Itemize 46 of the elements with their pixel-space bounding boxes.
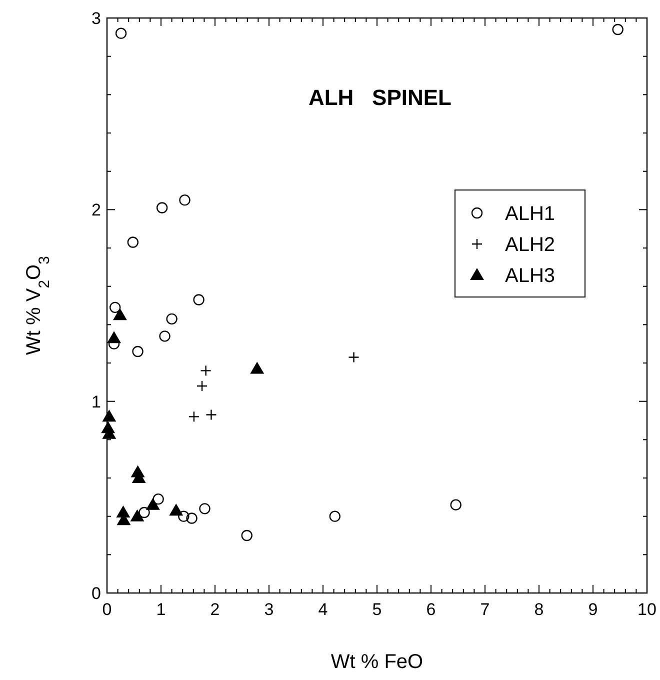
- point: [196, 380, 208, 392]
- point: [166, 313, 178, 325]
- legend-label: ALH1: [505, 203, 556, 225]
- x-tick-label: 3: [264, 600, 274, 619]
- x-tick-label: 9: [588, 600, 598, 619]
- point: [112, 308, 127, 320]
- x-tick-label: 2: [210, 600, 220, 619]
- x-axis-title: Wt % FeO: [330, 651, 424, 673]
- x-tick-label: 8: [534, 600, 544, 619]
- point: [102, 410, 116, 422]
- point: [329, 510, 340, 522]
- x-tick-label: 5: [372, 600, 382, 619]
- point: [146, 498, 160, 510]
- y-tick-label: 0: [92, 584, 101, 603]
- point: [110, 302, 121, 314]
- x-tick-label: 4: [318, 600, 328, 619]
- point: [186, 512, 198, 524]
- point: [178, 510, 190, 522]
- x-tick-label: 1: [156, 600, 166, 619]
- legend-label: ALH2: [505, 234, 556, 256]
- point: [130, 509, 144, 522]
- legend-label: ALH3: [505, 265, 556, 287]
- point: [152, 493, 164, 505]
- point: [250, 362, 264, 374]
- point: [107, 331, 122, 344]
- text: ALH SPINEL: [308, 85, 452, 110]
- point: [127, 236, 139, 248]
- point: [138, 506, 150, 518]
- point: [241, 530, 252, 542]
- point: [193, 294, 204, 306]
- point: [612, 24, 624, 36]
- point: [115, 28, 127, 39]
- point: [169, 504, 184, 516]
- point: [156, 202, 168, 214]
- point: [450, 499, 462, 510]
- x-tick-label: 7: [480, 600, 490, 619]
- x-tick-label: 6: [426, 600, 436, 619]
- x-tick-label: 10: [638, 600, 656, 619]
- y-tick-label: 3: [92, 8, 101, 28]
- point: [199, 503, 210, 514]
- point: [159, 330, 170, 342]
- point: [132, 346, 144, 358]
- y-tick-label: 1: [92, 392, 101, 412]
- point: [179, 194, 190, 206]
- point: [188, 411, 200, 422]
- y-tick-label: 2: [92, 200, 101, 220]
